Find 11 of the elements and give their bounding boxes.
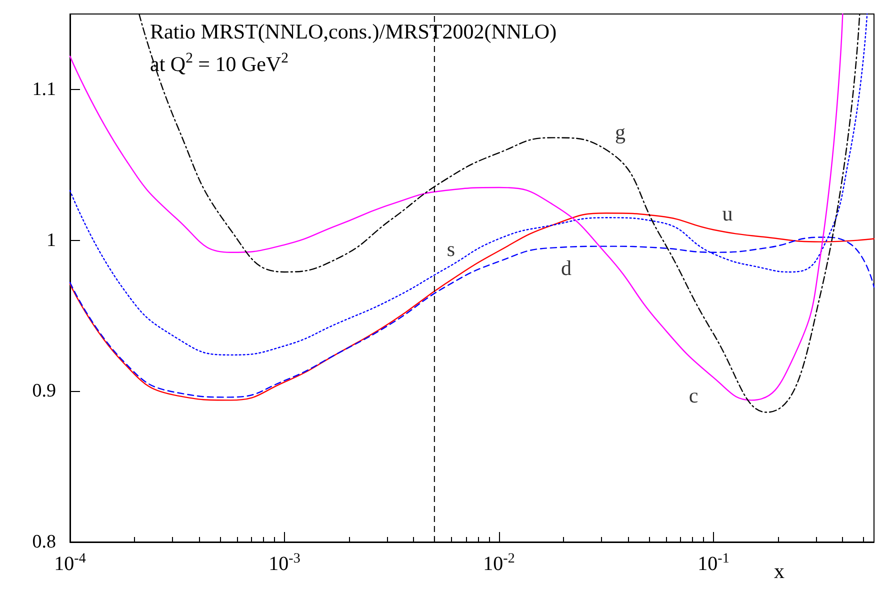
annotation: c [688, 384, 698, 408]
annotation: d [560, 256, 572, 280]
y-tick-label: 1 [46, 230, 56, 251]
y-tick-label: 1.1 [32, 78, 56, 100]
annotation: u [722, 202, 734, 226]
annotation: g [614, 120, 626, 144]
chart-title: Ratio MRST(NNLO,cons.)/MRST2002(NNLO) [150, 20, 557, 44]
annotation: s [446, 236, 456, 261]
y-tick-label: 0.8 [32, 532, 56, 552]
y-tick-label: 0.9 [32, 380, 56, 402]
x-axis-title: x [774, 559, 785, 583]
